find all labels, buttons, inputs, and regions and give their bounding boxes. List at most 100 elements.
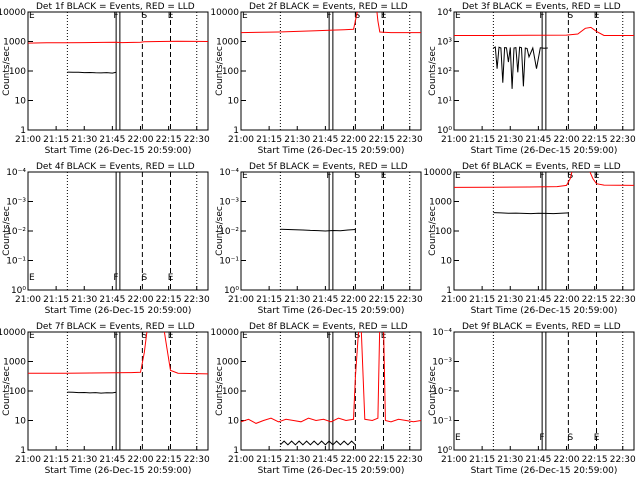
plot-frame	[240, 331, 422, 451]
x-tick-label: 22:30	[397, 455, 423, 465]
x-tick-label: 21:45	[312, 295, 338, 305]
x-tick-label: 21:15	[256, 455, 282, 465]
series-line	[28, 40, 208, 44]
x-tick-label: 22:00	[341, 455, 367, 465]
panel: Det 3f BLACK = Events, RED = LLD Counts/s…	[428, 2, 636, 156]
y-tick-label: 100	[222, 387, 239, 397]
marker-label: E	[242, 331, 248, 341]
y-axis-label: Counts/sec	[2, 46, 12, 96]
marker-label: E	[168, 273, 174, 283]
x-tick-label: 22:00	[554, 135, 580, 145]
x-tick-label: 22:00	[128, 135, 154, 145]
y-axis-label: Counts/sec	[215, 46, 225, 96]
panel-title: Det 7f BLACK = Events, RED = LLD	[36, 322, 195, 332]
panel: Det 4f BLACK = Events, RED = LLD Counts/s…	[2, 162, 210, 316]
x-tick-label: 21:00	[441, 135, 467, 145]
x-tick-label: 22:00	[341, 295, 367, 305]
y-tick-label: 10⁻⁴	[6, 168, 26, 178]
y-tick-label: 10⁻³	[6, 198, 26, 208]
x-axis-label: Start Time (26-Dec-15 20:59:00)	[258, 466, 405, 476]
x-tick-label: 21:15	[43, 135, 69, 145]
panel-title: Det 2f BLACK = Events, RED = LLD	[249, 2, 408, 12]
plot-frame	[453, 171, 635, 291]
y-tick-label: 10⁻¹	[6, 257, 26, 267]
x-tick-label: 22:00	[554, 455, 580, 465]
y-tick-label: 10	[441, 257, 453, 267]
y-tick-label: 10⁻²	[432, 387, 452, 397]
y-tick-label: 10⁻⁴	[432, 328, 452, 338]
x-tick-label: 21:45	[99, 135, 125, 145]
y-tick-label: 10000	[210, 8, 239, 18]
x-tick-label: 22:15	[369, 455, 395, 465]
x-tick-label: 21:45	[525, 135, 551, 145]
y-axis-label: Counts/sec	[2, 366, 12, 416]
panel: Det 9f BLACK = Events, RED = LLD Counts/s…	[428, 322, 636, 476]
x-tick-label: 22:15	[156, 295, 182, 305]
x-tick-label: 22:15	[582, 295, 608, 305]
x-tick-label: 22:15	[156, 135, 182, 145]
panel-title: Det 9f BLACK = Events, RED = LLD	[462, 322, 621, 332]
x-axis-label: Start Time (26-Dec-15 20:59:00)	[471, 306, 618, 316]
x-axis-label: Start Time (26-Dec-15 20:59:00)	[45, 146, 192, 156]
x-tick-label: 21:30	[497, 135, 523, 145]
panel: Det 2f BLACK = Events, RED = LLD Counts/s…	[210, 2, 423, 156]
plot-frame	[453, 11, 635, 131]
panel-title: Det 1f BLACK = Events, RED = LLD	[36, 2, 195, 12]
marker-label: S	[568, 11, 574, 21]
y-tick-label: 100	[222, 67, 239, 77]
y-tick-label: 10⁴	[437, 8, 452, 18]
y-tick-label: 1	[233, 126, 239, 136]
y-tick-label: 10⁻¹	[219, 257, 239, 267]
panel-title: Det 4f BLACK = Events, RED = LLD	[36, 162, 195, 172]
marker-label: E	[455, 171, 461, 181]
marker-label: F	[326, 331, 331, 341]
x-tick-label: 21:00	[228, 455, 254, 465]
panel-title: Det 6f BLACK = Events, RED = LLD	[462, 162, 621, 172]
plot-frame	[27, 11, 209, 131]
marker-label: F	[539, 433, 544, 443]
x-axis-label: Start Time (26-Dec-15 20:59:00)	[471, 466, 618, 476]
marker-label: S	[142, 273, 148, 283]
x-tick-label: 21:15	[43, 455, 69, 465]
series-line	[454, 26, 634, 36]
x-tick-label: 21:15	[469, 135, 495, 145]
x-tick-label: 21:00	[441, 295, 467, 305]
marker-label: E	[594, 11, 600, 21]
y-tick-label: 1	[233, 446, 239, 456]
marker-label: E	[381, 171, 387, 181]
y-tick-label: 1000	[216, 358, 239, 368]
marker-label: S	[142, 331, 148, 341]
panel: Det 8f BLACK = Events, RED = LLD Counts/s…	[210, 322, 423, 476]
x-tick-label: 21:45	[312, 135, 338, 145]
x-tick-label: 21:30	[284, 135, 310, 145]
y-tick-label: 1	[20, 446, 26, 456]
series-line	[280, 228, 356, 232]
y-axis-label: Counts/sec	[428, 46, 438, 96]
x-tick-label: 21:45	[99, 455, 125, 465]
marker-label: F	[326, 171, 331, 181]
series-line	[493, 46, 548, 89]
x-tick-label: 21:45	[525, 455, 551, 465]
y-tick-label: 10⁻¹	[432, 417, 452, 427]
x-tick-label: 21:30	[71, 135, 97, 145]
x-tick-label: 22:15	[582, 135, 608, 145]
y-tick-label: 100	[435, 227, 452, 237]
x-tick-label: 21:00	[15, 135, 41, 145]
y-tick-label: 10000	[0, 328, 26, 338]
x-tick-label: 21:15	[469, 295, 495, 305]
series-line	[454, 172, 634, 188]
marker-label: F	[113, 331, 118, 341]
panel-title: Det 8f BLACK = Events, RED = LLD	[249, 322, 408, 332]
marker-label: F	[539, 171, 544, 181]
marker-label: S	[355, 11, 361, 21]
series-line	[241, 332, 421, 424]
marker-label: E	[381, 11, 387, 21]
marker-label: E	[455, 11, 461, 21]
x-tick-label: 21:45	[525, 295, 551, 305]
x-tick-label: 22:30	[610, 295, 636, 305]
x-tick-label: 21:15	[256, 295, 282, 305]
x-axis-label: Start Time (26-Dec-15 20:59:00)	[258, 146, 405, 156]
x-tick-label: 22:30	[184, 135, 210, 145]
y-tick-label: 10	[228, 417, 240, 427]
